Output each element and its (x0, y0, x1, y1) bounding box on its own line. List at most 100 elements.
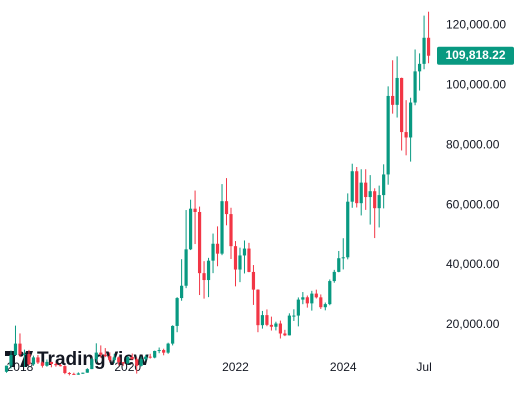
candle-body (368, 191, 372, 198)
candle (224, 178, 229, 226)
candle (54, 362, 58, 367)
candle-body (359, 182, 363, 204)
candle-body (404, 132, 408, 138)
candle-body (67, 372, 71, 374)
candle-body (287, 315, 291, 336)
y-tick-label: 100,000.00 (446, 77, 506, 91)
candle (90, 357, 94, 370)
candle-body (265, 315, 269, 325)
candle-body (27, 354, 31, 365)
candle (197, 206, 202, 296)
candle-body (112, 357, 116, 361)
candle (260, 310, 265, 329)
candle-body (400, 77, 404, 133)
candle (81, 372, 85, 374)
candle-body (346, 201, 350, 258)
candle-body (220, 201, 224, 254)
candle (27, 349, 31, 366)
candle (175, 297, 179, 333)
candle-body (305, 297, 309, 304)
candle-body (319, 297, 323, 308)
candle-body (382, 174, 386, 196)
candle-body (296, 299, 300, 316)
candle-body (426, 37, 431, 56)
candle-body (13, 343, 18, 356)
candle-body (18, 343, 22, 355)
candle (265, 309, 269, 327)
candle (368, 175, 372, 225)
candle-body (197, 211, 202, 274)
candle-body (188, 208, 193, 250)
candle-body (63, 366, 67, 373)
candle (332, 269, 336, 283)
candle (103, 348, 107, 358)
candle-body (224, 201, 229, 215)
candle-body (9, 355, 13, 366)
candle-body (274, 323, 278, 327)
candle (409, 97, 413, 162)
candle (135, 357, 139, 374)
candle (49, 361, 53, 368)
candle (417, 53, 422, 91)
candle-body (229, 214, 233, 247)
candle (112, 353, 116, 364)
y-tick-label: 40,000.00 (446, 257, 500, 271)
candle (67, 372, 71, 376)
candle-body (301, 297, 305, 300)
candle-body (247, 248, 251, 272)
candle (341, 238, 345, 270)
candle-body (81, 372, 85, 374)
candle-body (126, 356, 130, 364)
candle (148, 353, 152, 359)
candle-body (215, 243, 220, 254)
candle-body (22, 354, 27, 356)
candle-body (175, 298, 179, 326)
candle (391, 60, 395, 114)
candle (166, 342, 170, 354)
candle-body (157, 350, 161, 352)
candle (382, 164, 386, 209)
candle (233, 241, 238, 287)
candle (45, 359, 49, 367)
candle (319, 294, 323, 309)
candle-body (144, 356, 148, 360)
candle-body (76, 373, 80, 375)
candle-body (135, 359, 139, 366)
y-tick-label: 60,000.00 (446, 197, 500, 211)
candle (305, 295, 309, 308)
candle (337, 250, 341, 273)
y-tick-label: 20,000.00 (446, 317, 500, 331)
candle-body (40, 362, 45, 366)
candle (58, 363, 62, 367)
candle (4, 365, 9, 373)
candle-body (417, 63, 422, 72)
candle (395, 56, 399, 118)
candle-body (314, 293, 318, 298)
candle (413, 49, 417, 106)
candle-body (350, 171, 354, 202)
candle (157, 347, 161, 354)
candle (215, 226, 220, 267)
candle (323, 302, 327, 311)
candle-body (278, 323, 282, 334)
candle (350, 163, 354, 208)
x-tick-label: Jul (416, 360, 431, 374)
candle-body (148, 356, 152, 358)
candle-body (409, 102, 413, 138)
candle-body (139, 359, 143, 366)
candle (130, 353, 134, 360)
candle (404, 100, 408, 156)
candle (278, 320, 282, 339)
candle-body (206, 260, 211, 281)
y-tick-label: 120,000.00 (446, 17, 506, 31)
candle (180, 259, 184, 301)
candle (188, 199, 193, 251)
x-tick-label: 2018 (7, 360, 34, 374)
candle (283, 329, 287, 337)
candle-body (171, 325, 175, 344)
candle-body (117, 357, 121, 363)
candle (314, 289, 318, 299)
candle (94, 343, 98, 363)
candle-body (337, 258, 341, 272)
